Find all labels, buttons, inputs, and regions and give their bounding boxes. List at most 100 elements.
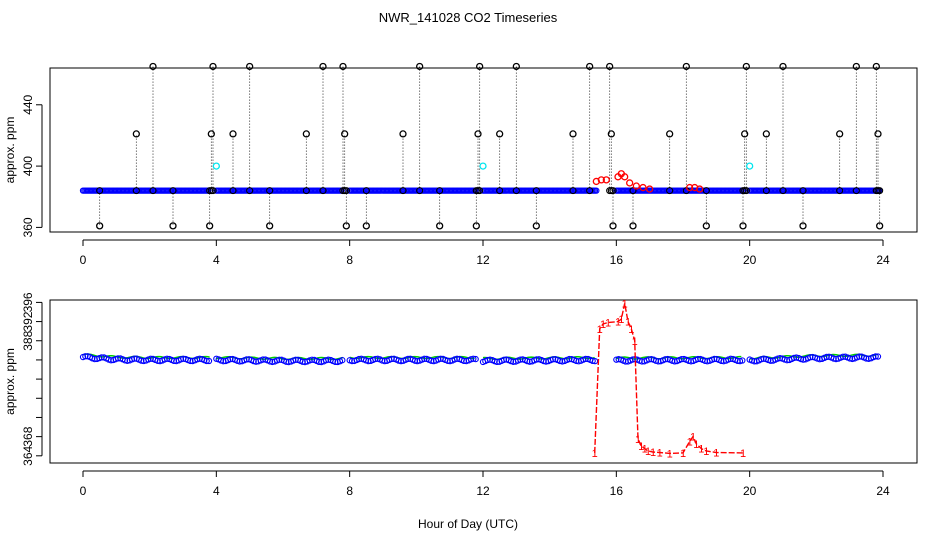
spike-point [741, 130, 749, 138]
spike-point [319, 62, 327, 71]
spike-base-point [266, 187, 274, 195]
cyan-point [746, 162, 754, 170]
red-series-marker: 1 [650, 447, 656, 459]
spike-point [606, 62, 614, 71]
spike-point [476, 62, 484, 71]
spike-point [874, 130, 882, 138]
spike-point [207, 130, 215, 138]
blue-series-point [472, 355, 479, 363]
x-axis-title: Hour of Day (UTC) [418, 517, 518, 531]
spike-point [762, 130, 770, 138]
spike-base-point [416, 187, 424, 195]
y-tick-label: 392 [21, 311, 35, 331]
red-point [626, 179, 634, 187]
spike-base-point [666, 187, 674, 195]
red-series-marker: 1 [632, 336, 638, 348]
blue-series-point [591, 357, 599, 365]
spike-point [416, 62, 424, 71]
x-tick-label: 0 [80, 253, 87, 267]
spike-point [586, 62, 594, 71]
red-series-marker: 1 [680, 448, 686, 460]
blue-series-point [470, 355, 477, 362]
spike-base-point [209, 187, 217, 195]
spike-point [569, 130, 577, 138]
red-series-marker: 1 [622, 298, 628, 310]
spike-base-point [586, 187, 594, 195]
red-series-marker: 1 [642, 444, 648, 456]
spike-point [852, 62, 860, 71]
spike-base-point [362, 187, 370, 195]
spike-base-point [799, 187, 807, 195]
red-series-marker: 1 [690, 432, 696, 444]
spike-base-point [569, 187, 577, 195]
red-point [639, 183, 647, 192]
x-tick-label: 12 [476, 253, 490, 267]
x-tick-label: 4 [213, 253, 220, 267]
top-panel: 0 4 8 12 16 20 24 360 400 440 approx. ppm [3, 62, 918, 267]
spike-base-point [149, 187, 157, 195]
spike-point [302, 130, 310, 138]
red-series-marker: 1 [605, 318, 611, 330]
spike-point [532, 222, 540, 230]
red-series-marker: 1 [628, 324, 634, 336]
spike-point [512, 62, 520, 71]
spike-point [872, 62, 880, 71]
red-point [621, 173, 629, 181]
red-series-marker: 1 [618, 314, 624, 326]
spike-point [266, 222, 274, 230]
x-tick-label: 24 [876, 253, 890, 267]
red-series-line [594, 303, 744, 455]
y-axis-title: approx. ppm [3, 117, 17, 184]
y-tick-label: 360 [21, 217, 35, 237]
spike-point [229, 130, 237, 138]
blue-series-point [205, 357, 213, 365]
spike-point [682, 62, 690, 71]
spike-base-point [169, 187, 177, 195]
blue-series-point [589, 357, 596, 365]
x-tick-label: 8 [346, 253, 353, 267]
x-tick-label: 16 [610, 253, 624, 267]
red-series-marker: 1 [600, 319, 606, 331]
spike-point [169, 222, 177, 230]
red-series-marker: 1 [592, 448, 598, 460]
cyan-point [212, 162, 220, 170]
red-series-marker: 1 [657, 447, 663, 459]
blue-series-point [872, 353, 879, 360]
y-tick-label: 368 [21, 426, 35, 446]
red-point [597, 176, 605, 184]
spike-base-point [742, 187, 750, 195]
red-series-marker: 1 [693, 439, 699, 451]
red-series-marker: 1 [638, 441, 644, 453]
spike-base-point [96, 187, 104, 195]
y-tick-label: 388 [21, 330, 35, 350]
red-series-marker: 1 [635, 434, 641, 446]
spike-point [246, 62, 254, 71]
blue-series-point [874, 353, 882, 360]
spike-base-point [762, 187, 770, 195]
spike-point [799, 222, 807, 230]
spike-base-point [876, 187, 884, 195]
red-series-marker: 1 [703, 446, 709, 458]
spike-base-point [399, 187, 407, 195]
spike-base-point [302, 187, 310, 195]
red-series-marker: 1 [713, 447, 719, 459]
spike-base-point [342, 187, 350, 195]
red-point [602, 176, 610, 184]
spike-point [702, 222, 710, 230]
red-series-marker: 1 [667, 448, 673, 460]
spike-point [436, 222, 444, 230]
x-tick-label: 20 [743, 484, 757, 498]
spike-base-point [319, 187, 327, 195]
spike-point [496, 130, 504, 138]
y-tick-label: 440 [21, 94, 35, 114]
spike-base-point [476, 187, 484, 195]
red-series-marker: 1 [687, 436, 693, 448]
spike-point [629, 222, 637, 230]
baseline-point [593, 187, 600, 194]
spike-point [609, 222, 617, 230]
red-series-marker: 1 [615, 317, 621, 329]
spike-base-point [629, 187, 637, 195]
spike-point [607, 130, 615, 138]
